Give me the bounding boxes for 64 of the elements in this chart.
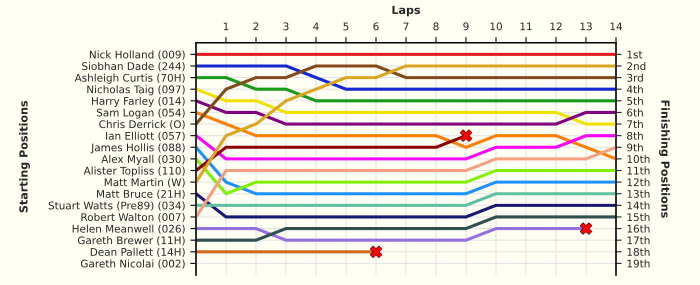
category-label: Stuart Watts (Pre89) (034) — [48, 201, 185, 211]
x-tick-label: 4 — [313, 22, 319, 30]
y2-tick-label: 17th — [628, 236, 650, 244]
category-label: Ian Elliott (057) — [106, 132, 185, 141]
y2-tick-label: 4th — [626, 85, 643, 94]
x-axis-title: Laps — [392, 6, 420, 16]
y2-tick-label: 5th — [627, 96, 643, 105]
category-label: Alex Myall (030) — [101, 154, 185, 166]
category-label: Gareth Brewer (11H) — [78, 236, 185, 246]
y2-tick-label: 9th — [627, 143, 643, 152]
category-label: Harry Farley (014) — [92, 96, 185, 107]
text: Starting Positions — [19, 100, 30, 212]
y2-tick-label: 14th — [628, 201, 650, 210]
category-label: Alister Topliss (110) — [84, 166, 185, 177]
line-series — [196, 157, 616, 196]
y2-tick-label: 13th — [628, 190, 650, 198]
x-tick-label: 3 — [283, 22, 288, 30]
y2-tick-label: 6th — [627, 108, 643, 117]
y2-tick-label: 2nd — [627, 62, 646, 70]
category-label: Matt Bruce (21H) — [97, 190, 185, 200]
y2-tick-label: 11th — [628, 166, 650, 174]
x-tick-label: 9 — [463, 22, 469, 30]
line-series — [196, 110, 616, 160]
y2-tick-label: 7th — [627, 120, 643, 128]
y2-tick-label: 19th — [628, 259, 650, 268]
x-tick-label: 14 — [610, 22, 622, 30]
category-label: Helen Meanwell (026) — [72, 224, 185, 234]
point — [370, 246, 382, 258]
x-tick-label: 12 — [550, 22, 562, 30]
line-series — [196, 146, 616, 218]
category-label: Siobhan Dade (244) — [82, 62, 185, 72]
line-series — [196, 64, 616, 184]
category-label: Matt Martin (W) — [104, 178, 185, 188]
category-label: Dean Pallett (14H) — [90, 248, 185, 258]
category-label: Sam Logan (054) — [96, 108, 185, 119]
x-tick-label: 2 — [253, 22, 258, 30]
line-series — [196, 88, 616, 126]
x-tick-label: 10 — [490, 22, 502, 30]
line-series — [196, 64, 616, 126]
y2-tick-label: 16th — [628, 224, 650, 233]
y2-tick-label: 12th — [628, 178, 650, 186]
point — [460, 129, 472, 142]
y2-tick-label: 3rd — [627, 74, 643, 82]
y2-tick-label: 1st — [628, 50, 642, 58]
category-label: Gareth Nicolai (002) — [80, 259, 185, 269]
x-tick-label: 1 — [224, 22, 228, 30]
category-label: Chris Derrick (O) — [99, 120, 185, 130]
x-tick-label: 6 — [373, 22, 379, 30]
x-tick-label: 5 — [343, 22, 348, 30]
category-label: Nicholas Taig (097) — [87, 85, 185, 96]
point — [580, 222, 592, 235]
category-label: Ashleigh Curtis (70H) — [74, 74, 185, 84]
category-label: Nick Holland (009) — [90, 50, 185, 60]
x-tick-label: 13 — [580, 22, 592, 30]
y2-tick-label: 10th — [628, 154, 650, 163]
y2-tick-label: 18th — [628, 248, 650, 256]
y2-tick-label: 8th — [627, 132, 643, 140]
x-tick-label: 11 — [520, 22, 532, 30]
x-tick-label: 7 — [404, 22, 408, 30]
category-label: Robert Walton (007) — [81, 213, 185, 222]
category-label: James Hollis (088) — [90, 143, 185, 154]
x-tick-label: 8 — [433, 22, 439, 30]
y2-axis-title: Finishing Positions — [658, 100, 670, 218]
y2-tick-label: 15th — [628, 213, 650, 222]
